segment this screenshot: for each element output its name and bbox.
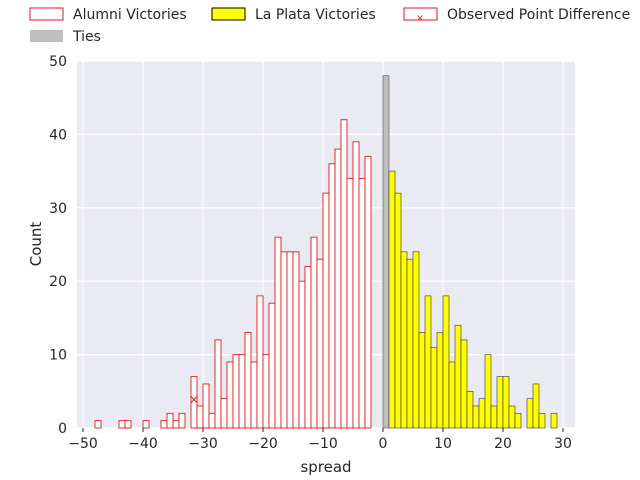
bar-laplata-victory: [430, 346, 438, 429]
bar-alumni-victory: [358, 177, 366, 429]
bar-alumni-victory: [226, 361, 234, 429]
bar-alumni-victory: [172, 420, 180, 429]
bar-laplata-victory: [526, 398, 534, 429]
bar-alumni-victory: [364, 155, 372, 429]
bar-laplata-victory: [394, 192, 402, 429]
legend-swatch-observed-x-icon: ×: [416, 13, 424, 24]
bar-alumni-victory: [166, 412, 174, 429]
bar-laplata-victory: [424, 295, 432, 429]
bar-alumni-victory: [298, 280, 306, 429]
x-tick-label: 0: [379, 436, 388, 452]
legend-swatch-observed: [403, 7, 438, 21]
y-tick-label: 0: [58, 421, 67, 437]
bar-alumni-victory: [118, 420, 126, 429]
bar-alumni-victory: [286, 251, 294, 429]
bar-alumni-victory: [274, 236, 282, 429]
legend-label-laplata: La Plata Victories: [255, 7, 376, 23]
bar-alumni-victory: [196, 405, 204, 429]
bar-laplata-victory: [538, 413, 546, 429]
y-tick-label: 10: [49, 348, 67, 364]
bar-alumni-victory: [244, 332, 252, 429]
x-tick-label: 30: [554, 436, 572, 452]
bar-alumni-victory: [190, 376, 198, 429]
bar-alumni-victory: [214, 339, 222, 429]
bar-alumni-victory: [178, 412, 186, 429]
bar-alumni-victory: [250, 361, 258, 429]
y-tick-label: 50: [49, 54, 67, 70]
bar-laplata-victory: [478, 398, 486, 429]
x-tick-label: 20: [494, 436, 512, 452]
x-tick-label: 10: [434, 436, 452, 452]
bar-alumni-victory: [328, 163, 336, 429]
y-tick-label: 20: [49, 274, 67, 290]
x-axis-title: spread: [300, 458, 351, 476]
legend-label-alumni: Alumni Victories: [73, 7, 187, 23]
x-tick-labels: −50 −40 −30 −20 −10 0 10 20 30: [68, 428, 572, 452]
bar-alumni-victory: [268, 302, 276, 429]
bar-laplata-victory: [502, 376, 510, 429]
bar-laplata-victory: [514, 413, 522, 429]
bar-alumni-victory: [310, 236, 318, 429]
bar-laplata-victory: [418, 332, 426, 429]
bar-alumni-victory: [94, 420, 102, 429]
bar-laplata-victory: [448, 361, 456, 429]
legend-label-ties: Ties: [72, 29, 101, 45]
legend-swatch-alumni: [29, 7, 64, 21]
bar-laplata-victory: [400, 251, 408, 429]
bar-laplata-victory: [532, 383, 540, 429]
bar-laplata-victory: [490, 405, 498, 429]
bar-alumni-victory: [340, 119, 348, 429]
bar-alumni-victory: [334, 148, 342, 429]
bar-alumni-victory: [142, 420, 150, 429]
bars: [94, 75, 558, 429]
bar-alumni-victory: [352, 141, 360, 429]
y-axis-title: Count: [27, 222, 45, 267]
x-tick-label: −50: [68, 436, 98, 452]
x-tick-label: −40: [128, 436, 158, 452]
bar-laplata-victory: [484, 354, 492, 429]
x-tick-label: −20: [248, 436, 278, 452]
observed-point-difference-x-icon: ×: [189, 392, 199, 406]
bar-alumni-victory: [304, 266, 312, 429]
bar-laplata-victory: [388, 170, 396, 429]
bar-alumni-victory: [160, 420, 168, 429]
bar-laplata-victory: [460, 339, 468, 429]
bar-laplata-victory: [454, 324, 462, 429]
x-tick-label: −30: [188, 436, 218, 452]
bar-alumni-victory: [280, 251, 288, 429]
bar-alumni-victory: [124, 420, 132, 429]
bar-alumni-victory: [220, 398, 228, 429]
bar-alumni-victory: [232, 354, 240, 429]
bar-laplata-victory: [496, 376, 504, 429]
y-tick-labels: 0 10 20 30 40 50: [49, 54, 67, 437]
legend-swatch-laplata: [211, 7, 246, 21]
bar-laplata-victory: [442, 295, 450, 429]
legend-swatch-ties: [30, 30, 63, 42]
legend-label-observed: Observed Point Difference: [447, 7, 630, 23]
bar-alumni-victory: [208, 412, 216, 429]
bar-laplata-victory: [406, 258, 414, 429]
bar-tie: [382, 75, 390, 429]
bar-alumni-victory: [316, 258, 324, 429]
bar-alumni-victory: [322, 192, 330, 429]
bar-laplata-victory: [472, 405, 480, 429]
bar-alumni-victory: [262, 354, 270, 429]
bar-laplata-victory: [436, 332, 444, 429]
bar-alumni-victory: [292, 251, 300, 429]
y-tick-label: 30: [49, 201, 67, 217]
bar-laplata-victory: [508, 405, 516, 429]
legend: Alumni Victories La Plata Victories × Ob…: [29, 7, 630, 45]
bar-alumni-victory: [346, 177, 354, 429]
observed-marker-layer: ×: [189, 392, 199, 406]
bar-alumni-victory: [256, 295, 264, 429]
bar-laplata-victory: [412, 251, 420, 429]
bar-laplata-victory: [466, 390, 474, 429]
bar-alumni-victory: [238, 354, 246, 429]
y-tick-label: 40: [49, 127, 67, 143]
bar-alumni-victory: [202, 383, 210, 429]
bar-laplata-victory: [550, 413, 558, 429]
x-tick-label: −10: [308, 436, 338, 452]
